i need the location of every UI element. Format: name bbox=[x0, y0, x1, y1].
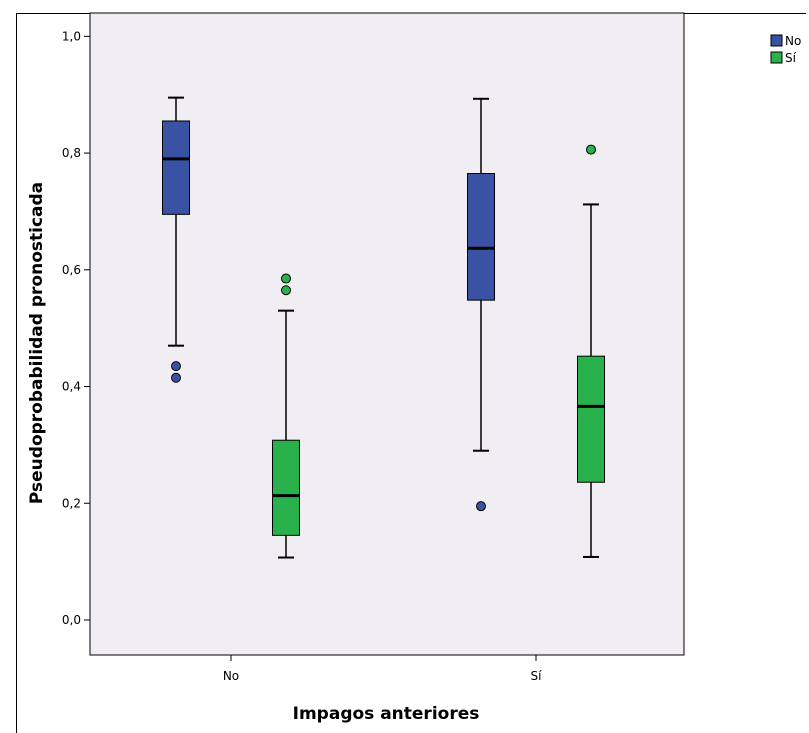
legend-swatch bbox=[770, 51, 783, 64]
y-tick-label: 1,0 bbox=[62, 29, 81, 43]
y-tick-label: 0,0 bbox=[62, 613, 81, 627]
x-axis-title: Impagos anteriores bbox=[293, 704, 480, 724]
outlier-point bbox=[281, 285, 291, 296]
box bbox=[162, 120, 190, 215]
x-tick-label: Sí bbox=[531, 669, 543, 683]
legend-label: Sí bbox=[785, 51, 797, 65]
outlier-point bbox=[171, 372, 181, 383]
y-tick-label: 0,4 bbox=[62, 380, 81, 394]
y-tick-label: 0,8 bbox=[62, 146, 81, 160]
box bbox=[577, 355, 605, 483]
outlier-point bbox=[171, 361, 181, 372]
y-tick-label: 0,2 bbox=[62, 496, 81, 510]
box bbox=[272, 439, 300, 536]
legend-label: No bbox=[785, 34, 801, 48]
y-axis-title: Pseudoprobabilidad pronosticada bbox=[27, 182, 47, 504]
legend-swatch bbox=[770, 34, 783, 47]
x-tick-label: No bbox=[223, 669, 239, 683]
plot-area bbox=[89, 12, 685, 656]
box bbox=[467, 173, 495, 301]
outlier-point bbox=[586, 144, 596, 155]
outlier-point bbox=[281, 273, 291, 284]
outlier-point bbox=[476, 501, 486, 512]
y-tick-label: 0,6 bbox=[62, 263, 81, 277]
